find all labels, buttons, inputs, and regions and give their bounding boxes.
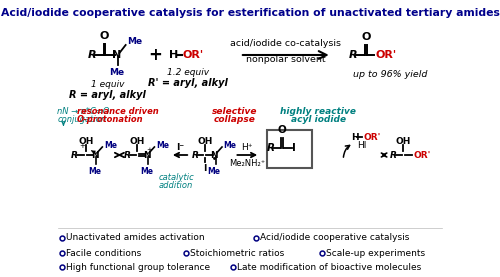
Text: O-protonation: O-protonation xyxy=(76,116,144,124)
Text: Me: Me xyxy=(88,167,101,176)
Text: Late modification of bioactive molecules: Late modification of bioactive molecules xyxy=(237,263,421,271)
Text: OH: OH xyxy=(78,137,94,145)
Text: I⁻: I⁻ xyxy=(176,142,184,152)
Text: resonance driven: resonance driven xyxy=(76,107,158,117)
Text: R: R xyxy=(192,150,198,160)
Text: nonpolar solvent: nonpolar solvent xyxy=(246,55,326,65)
Text: Facile conditions: Facile conditions xyxy=(66,248,141,258)
Bar xyxy=(267,130,312,168)
Text: OR': OR' xyxy=(364,132,381,142)
Text: Acid/iodide cooperative catalysis: Acid/iodide cooperative catalysis xyxy=(260,234,410,242)
Text: OR': OR' xyxy=(182,50,204,60)
Text: OH: OH xyxy=(130,137,145,145)
Text: R' = aryl, alkyl: R' = aryl, alkyl xyxy=(148,78,228,88)
Text: Me: Me xyxy=(156,140,169,150)
Text: R: R xyxy=(267,143,275,153)
Text: selective: selective xyxy=(212,107,257,117)
Text: Me₂NH₂⁺: Me₂NH₂⁺ xyxy=(229,160,265,168)
Text: acid/iodide co-catalysis: acid/iodide co-catalysis xyxy=(230,40,342,48)
Text: OH: OH xyxy=(197,137,212,145)
Text: addition: addition xyxy=(159,181,194,190)
Text: H: H xyxy=(351,132,358,142)
Text: O: O xyxy=(361,32,370,42)
Text: H⁺: H⁺ xyxy=(241,142,252,152)
Text: Unactivated amides activation: Unactivated amides activation xyxy=(66,234,204,242)
Text: +: + xyxy=(146,147,152,153)
Text: R: R xyxy=(124,150,130,160)
Text: 1.2 equiv: 1.2 equiv xyxy=(167,68,209,77)
Text: Stoichiometric ratios: Stoichiometric ratios xyxy=(190,248,284,258)
Text: O: O xyxy=(100,31,110,41)
Text: I: I xyxy=(292,143,296,153)
Text: Me: Me xyxy=(208,167,220,176)
Text: N: N xyxy=(210,150,218,160)
Text: R: R xyxy=(390,150,396,160)
Text: Me: Me xyxy=(140,167,153,176)
Text: R: R xyxy=(71,150,78,160)
Text: OH: OH xyxy=(396,137,411,145)
Text: up to 96% yield: up to 96% yield xyxy=(352,70,427,79)
Text: Me: Me xyxy=(104,140,117,150)
Text: I: I xyxy=(203,164,206,173)
Text: R: R xyxy=(88,50,96,60)
Text: OR': OR' xyxy=(375,50,396,60)
Text: nN → π*C=O: nN → π*C=O xyxy=(57,107,110,117)
Text: collapse: collapse xyxy=(214,116,256,124)
Text: N: N xyxy=(90,150,98,160)
Text: R: R xyxy=(349,50,358,60)
Text: +: + xyxy=(79,143,85,149)
Text: N: N xyxy=(112,50,121,60)
Text: acyl iodide: acyl iodide xyxy=(291,116,346,124)
Text: Me: Me xyxy=(109,68,124,77)
Text: highly reactive: highly reactive xyxy=(280,107,356,117)
Text: R = aryl, alkyl: R = aryl, alkyl xyxy=(68,90,146,100)
Text: Scale-up experiments: Scale-up experiments xyxy=(326,248,426,258)
Text: Acid/iodide cooperative catalysis for esterification of unactivated tertiary ami: Acid/iodide cooperative catalysis for es… xyxy=(0,8,500,18)
Text: H: H xyxy=(169,50,178,60)
Text: O: O xyxy=(278,125,286,135)
Text: N: N xyxy=(143,150,150,160)
Text: 1 equiv: 1 equiv xyxy=(91,80,124,89)
Text: HI: HI xyxy=(358,140,366,150)
Text: Me: Me xyxy=(127,37,142,47)
Text: conjugation: conjugation xyxy=(57,116,106,124)
Text: Me: Me xyxy=(224,140,236,150)
Text: catalytic: catalytic xyxy=(158,173,194,182)
Text: OR': OR' xyxy=(413,150,430,160)
Text: High functional group tolerance: High functional group tolerance xyxy=(66,263,210,271)
Text: +: + xyxy=(148,46,162,64)
